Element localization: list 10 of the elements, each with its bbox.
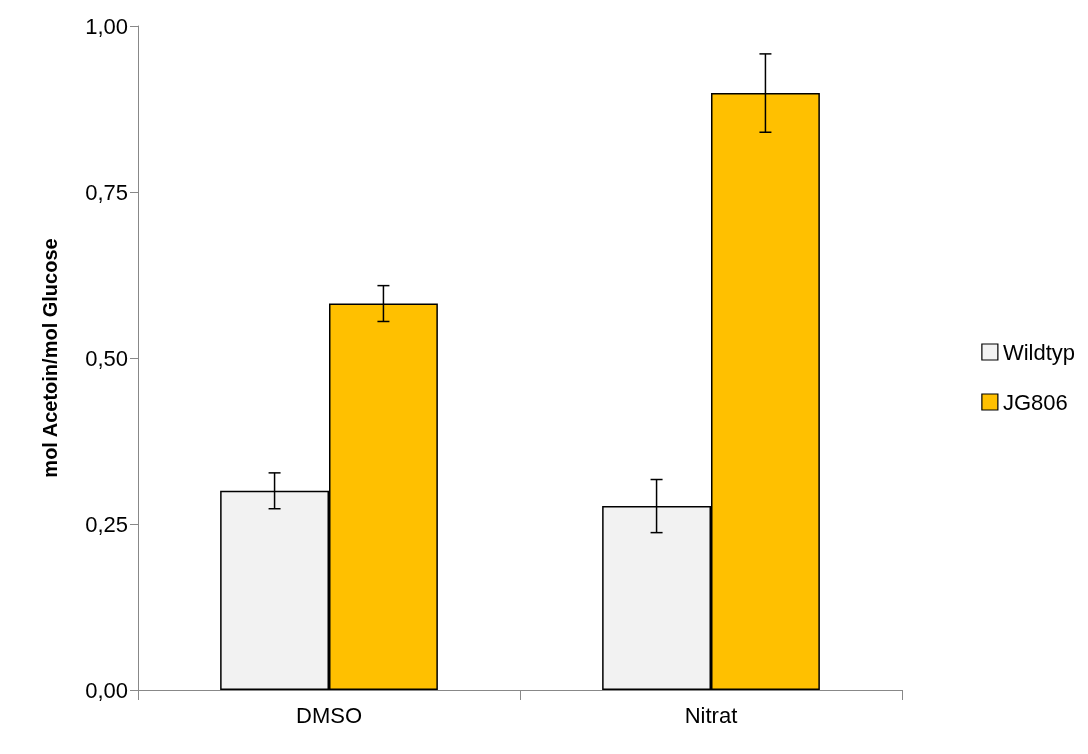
y-tick-label: 0,00 [85, 677, 128, 703]
y-tick-label: 0,75 [85, 179, 128, 205]
legend-label: Wildtyp [1002, 339, 1075, 365]
y-tick-label: 0,25 [85, 511, 128, 537]
y-axis-title: mol Acetoin/mol Glucose [39, 238, 61, 478]
x-tick-label: Nitrat [684, 702, 738, 728]
y-tick-label: 0,50 [85, 345, 128, 371]
x-tick-label: DMSO [296, 702, 362, 728]
y-tick-label: 1,00 [85, 13, 128, 39]
legend-label: JG806 [1002, 389, 1068, 415]
